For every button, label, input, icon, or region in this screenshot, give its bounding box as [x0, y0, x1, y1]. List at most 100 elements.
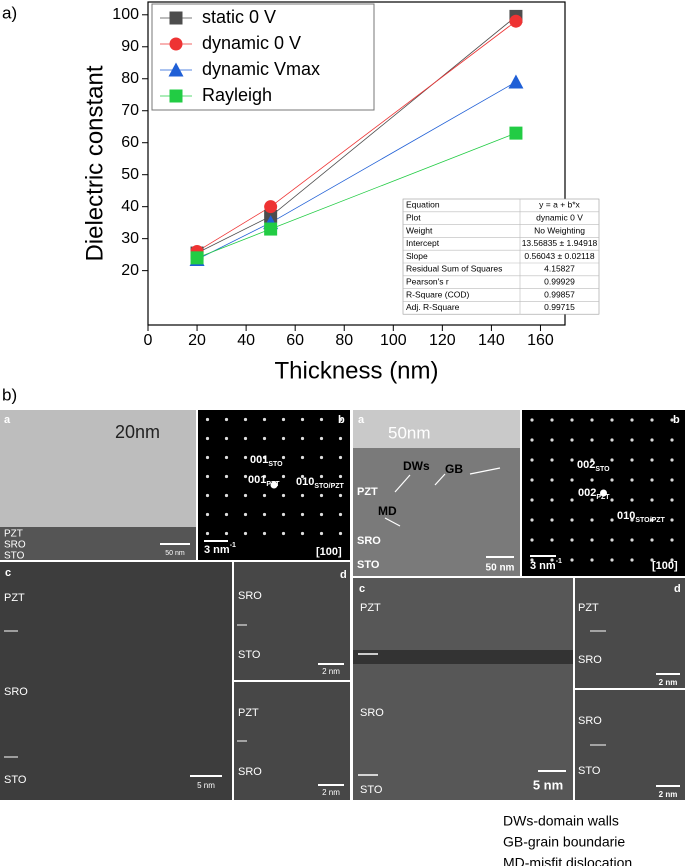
diffraction-spot	[205, 531, 210, 536]
diffraction-spot	[262, 417, 267, 422]
micrograph-label: STO	[238, 649, 261, 661]
diffraction-spot	[630, 518, 634, 522]
diffraction-spot	[610, 518, 614, 522]
diffraction-spot	[570, 458, 574, 462]
diffraction-spot	[630, 458, 634, 462]
diffraction-spot	[570, 538, 574, 542]
label-sup: -1	[230, 542, 236, 549]
table-cell: Slope	[406, 251, 428, 261]
diffraction-spot	[319, 531, 324, 536]
diffraction-spot	[243, 417, 248, 422]
diffraction-spot	[550, 518, 554, 522]
legend-marker	[169, 37, 183, 51]
diffraction-spot	[570, 438, 574, 442]
diffraction-spot	[550, 418, 554, 422]
diffraction-spot	[338, 436, 343, 441]
diffraction-spot	[319, 512, 324, 517]
diffraction-spot	[338, 531, 343, 536]
micrograph-label: c	[359, 583, 365, 595]
micrograph-label: MD	[378, 504, 397, 518]
legend-label: Rayleigh	[202, 85, 272, 105]
micrograph	[234, 562, 350, 680]
inset-table	[402, 198, 600, 315]
table-cell: Pearson's r	[406, 276, 449, 286]
diffraction-spot	[650, 438, 654, 442]
micrograph-label: SRO	[357, 535, 381, 547]
micrograph-label: d	[340, 569, 347, 581]
diffraction-spot	[338, 493, 343, 498]
diffraction-spot	[550, 538, 554, 542]
diffraction-spot	[550, 478, 554, 482]
diffraction-spot	[262, 531, 267, 536]
micrograph-label: 010STO/PZT	[617, 510, 666, 524]
table-cell: 13.56835 ± 1.94918	[522, 238, 598, 248]
micrograph-label: b	[673, 414, 680, 426]
diffraction-spot	[590, 538, 594, 542]
table-cell: Intercept	[406, 238, 440, 248]
y-tick-label: 90	[121, 38, 139, 55]
diffraction-spot	[610, 558, 614, 562]
data-point	[508, 74, 524, 89]
diffraction-spot	[281, 436, 286, 441]
diffraction-spot	[262, 436, 267, 441]
diffraction-spot	[319, 493, 324, 498]
micrograph-label: DWs	[403, 459, 430, 473]
x-tick-label: 140	[478, 332, 505, 349]
abbreviation: GB-grain boundarie	[503, 834, 625, 850]
diffraction-spot	[205, 436, 210, 441]
table-cell: Adj. R-Square	[406, 302, 460, 312]
diffraction-spot	[243, 512, 248, 517]
diffraction-spot	[270, 481, 278, 489]
diffraction-spot	[650, 518, 654, 522]
diffraction-spot	[550, 458, 554, 462]
table-cell: 0.99715	[544, 302, 575, 312]
diffraction-spot	[650, 418, 654, 422]
diffraction-spot	[590, 478, 594, 482]
micrograph-label: 5 nm	[197, 781, 215, 790]
diffraction-spot	[530, 458, 534, 462]
micrograph-label: a	[358, 414, 365, 426]
micrograph-label: GB	[445, 462, 463, 476]
diffraction-spot	[300, 493, 305, 498]
diffraction-spot	[205, 474, 210, 479]
diffraction-spot	[550, 438, 554, 442]
micrograph-label: PZT	[357, 486, 378, 498]
diffraction-spot	[610, 498, 614, 502]
micrograph-label: SRO	[578, 715, 602, 727]
micrograph-label: SRO	[238, 590, 262, 602]
diffraction-spot	[224, 474, 229, 479]
diffraction-spot	[530, 478, 534, 482]
diffraction-spot	[590, 418, 594, 422]
diffraction-spot	[300, 455, 305, 460]
legend-marker	[169, 11, 183, 25]
diffraction-spot	[570, 558, 574, 562]
micrograph-label: 001PZT	[248, 474, 280, 488]
diffraction-spot	[319, 436, 324, 441]
diffraction-spot	[630, 558, 634, 562]
diffraction-spot	[670, 418, 674, 422]
arrow	[394, 474, 411, 493]
diffraction-spot	[281, 493, 286, 498]
table-cell: No Weighting	[534, 225, 585, 235]
micrograph-label: STO	[357, 559, 380, 571]
diffraction-spot	[300, 474, 305, 479]
diffraction-spot	[205, 455, 210, 460]
legend-marker	[169, 89, 183, 103]
arrow	[434, 473, 446, 486]
micrograph-label: STO	[360, 784, 383, 796]
data-point	[509, 14, 523, 28]
diffraction-spot	[650, 458, 654, 462]
diffraction-spot	[530, 558, 534, 562]
diffraction-spot	[590, 458, 594, 462]
x-tick-label: 60	[286, 332, 304, 349]
micrograph-label: 002STO	[577, 459, 610, 473]
micrograph-label: 50 nm	[486, 563, 515, 574]
label-sub: STO	[268, 461, 283, 468]
micrograph-label: SRO	[4, 686, 28, 698]
diffraction-spot	[530, 418, 534, 422]
diffraction-spot	[670, 498, 674, 502]
micrograph-label: 3 nm-1	[204, 542, 236, 556]
label-sub: PZT	[266, 481, 280, 488]
label-main: 010	[296, 476, 314, 488]
diffraction-spot	[319, 417, 324, 422]
